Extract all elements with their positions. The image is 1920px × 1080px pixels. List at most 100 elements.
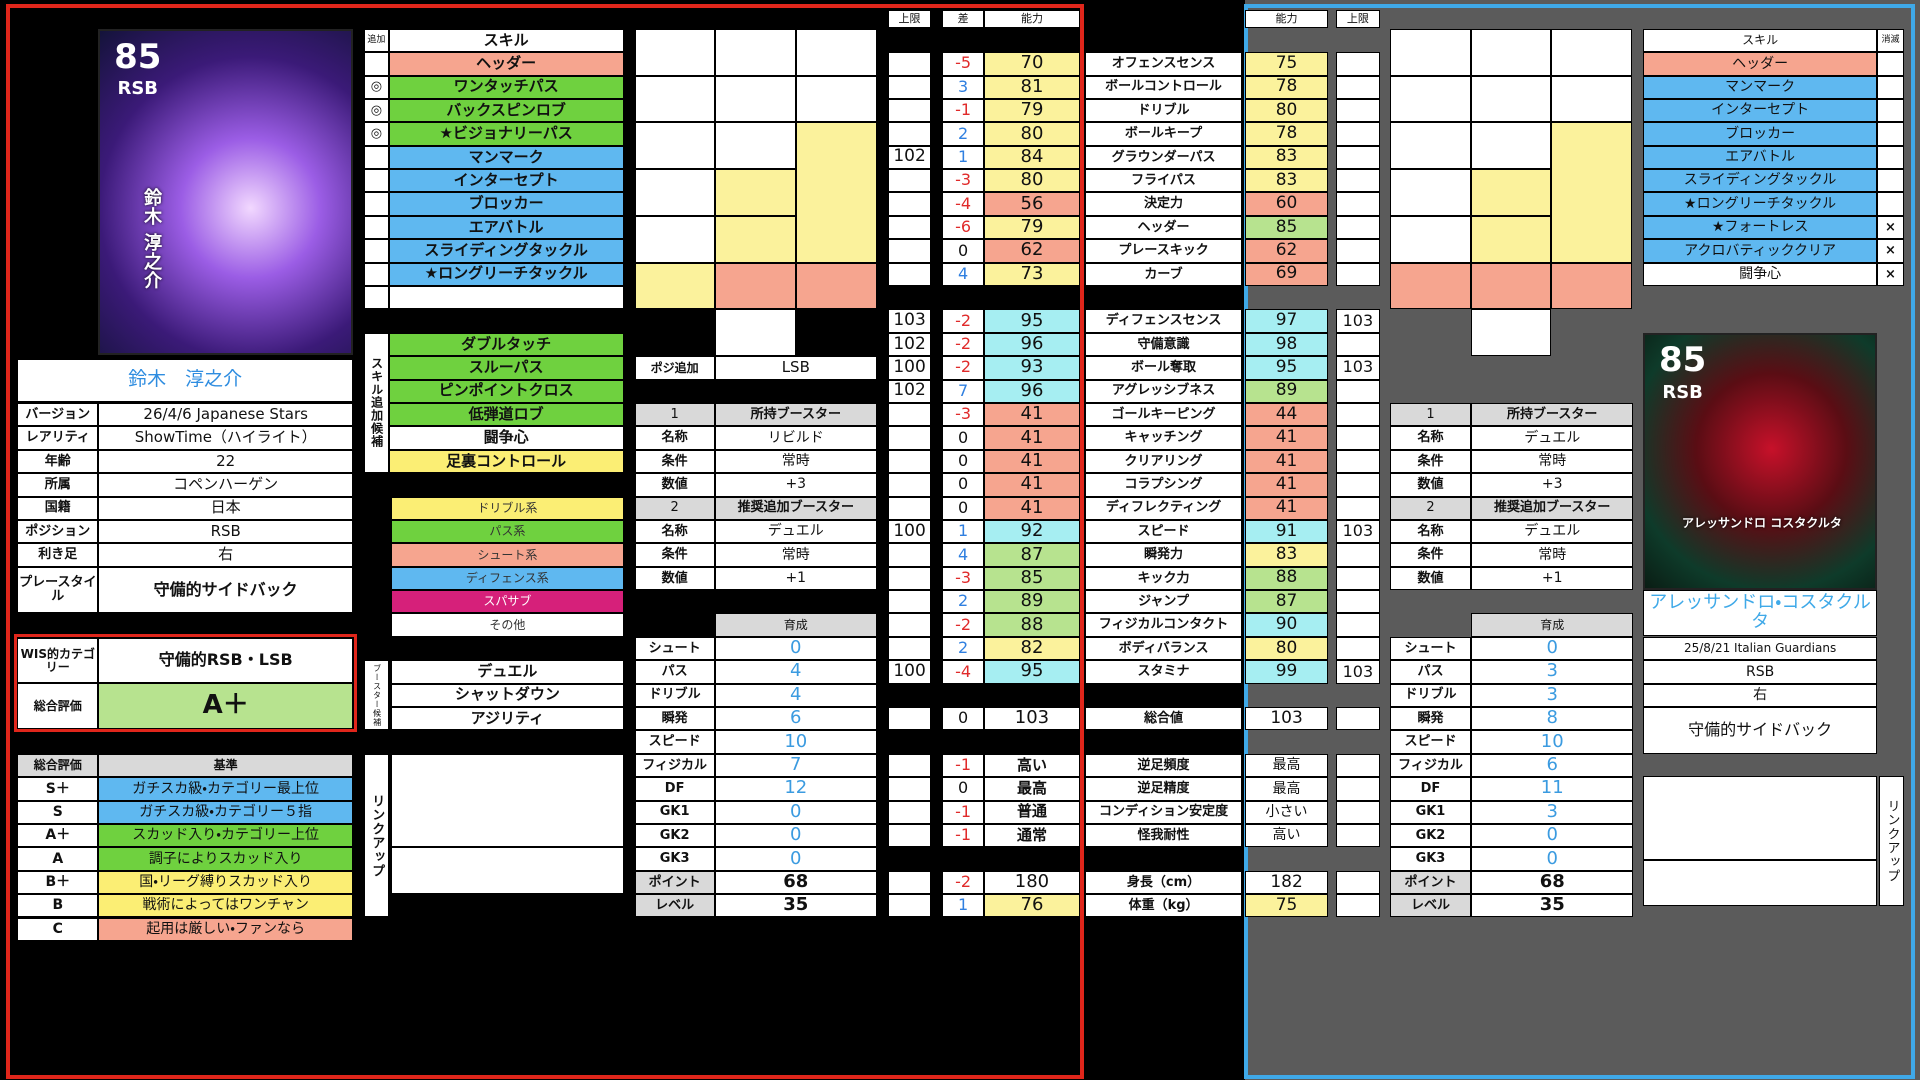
card-name: アレッサンドロ コスタクルタ	[1682, 516, 1842, 531]
rival-skill: アクロバティッククリア	[1643, 239, 1877, 263]
ability-right: 90	[1244, 613, 1329, 637]
info-label: 所属	[17, 473, 99, 497]
ability-left: 93	[983, 356, 1080, 380]
stat-name: ボールコントロール	[1084, 75, 1243, 99]
empty-cell	[1389, 122, 1471, 170]
rival-skill: ブロッカー	[1643, 122, 1877, 146]
rival-skill-lost	[1876, 192, 1904, 216]
skill-mark	[364, 52, 389, 76]
ability-right: 41	[1244, 496, 1329, 520]
training-label: ポイント	[634, 870, 715, 895]
ability-right: 83	[1244, 169, 1329, 193]
info-label: レアリティ	[17, 426, 99, 450]
card-position: RSB	[1662, 382, 1703, 403]
empty-cell	[1389, 169, 1471, 216]
cap	[888, 800, 932, 824]
empty-cell	[364, 286, 389, 310]
cap	[888, 590, 932, 614]
ability-right: 75	[1244, 894, 1329, 918]
info-value: 26/4/6 Japanese Stars	[98, 402, 353, 427]
ability-left: 180	[983, 870, 1080, 895]
ability-right: 41	[1244, 449, 1329, 474]
candidate-skill: 足裏コントロール	[388, 449, 624, 474]
stat-name: ディフレクティング	[1084, 496, 1243, 520]
info-label: プレースタイル	[17, 566, 99, 614]
empty-cell	[634, 122, 716, 170]
cap	[888, 239, 932, 263]
position-add-label: ポジ追加	[634, 356, 715, 380]
ability-right: 最高	[1244, 753, 1329, 778]
diff: 4	[942, 543, 984, 567]
diff: 0	[942, 777, 984, 801]
empty-cell	[715, 309, 797, 357]
ability-left: 89	[983, 590, 1080, 614]
ability-right: 62	[1244, 239, 1329, 263]
skill-name: ヘッダー	[388, 52, 624, 76]
training-value: 4	[714, 683, 877, 707]
empty-cell	[796, 75, 878, 123]
booster-label: 数値	[1389, 473, 1472, 497]
criteria-grade: A＋	[17, 823, 99, 848]
diff: 0	[942, 239, 984, 263]
column-header: 差	[942, 9, 984, 29]
info-value: ShowTime（ハイライト）	[98, 426, 353, 450]
diff: 3	[942, 75, 984, 99]
empty-cell	[715, 75, 797, 123]
cap	[888, 402, 932, 427]
cap-right	[1335, 449, 1381, 474]
ability-right: 88	[1244, 566, 1329, 591]
stat-name: プレースキック	[1084, 239, 1243, 263]
diff: -2	[942, 613, 984, 637]
ability-right: 95	[1244, 356, 1329, 380]
rival-skill-header: スキル	[1643, 28, 1877, 53]
cap-right	[1335, 239, 1381, 263]
ability-left: 79	[983, 98, 1080, 123]
skill-header: スキル	[388, 28, 624, 53]
ability-right: 78	[1244, 122, 1329, 146]
cap-right	[1335, 707, 1381, 731]
ability-right: 182	[1244, 870, 1329, 895]
stat-name: ディフェンスセンス	[1084, 309, 1243, 333]
info-label: ポジション	[17, 519, 99, 544]
ability-left: 73	[983, 262, 1080, 287]
criteria-grade: C	[17, 917, 99, 941]
ability-left: 95	[983, 309, 1080, 333]
cap	[888, 169, 932, 193]
training-label: スピード	[1389, 730, 1472, 754]
booster-title: 所持ブースター	[714, 402, 877, 427]
diff: 1	[942, 145, 984, 170]
empty-cell	[634, 215, 716, 263]
rival-position: RSB	[1643, 660, 1877, 684]
column-header: 能力	[1244, 9, 1329, 29]
ability-left: 96	[983, 332, 1080, 357]
ability-left: 103	[983, 707, 1080, 731]
deco-cell	[715, 169, 797, 216]
rival-skill: スライディングタックル	[1643, 169, 1877, 193]
empty-cell	[388, 286, 624, 310]
card-rating: 85	[114, 36, 162, 77]
training-value: 10	[1471, 730, 1634, 754]
linkup-label: リンクアップ	[364, 753, 389, 918]
training-value: 6	[714, 707, 877, 731]
booster-value: 常時	[714, 449, 877, 474]
training-value: 0	[714, 636, 877, 661]
booster-label: 数値	[634, 473, 715, 497]
cap: 102	[888, 145, 932, 170]
ability-right: 78	[1244, 75, 1329, 99]
training-label: フィジカル	[634, 753, 715, 778]
ability-right: 83	[1244, 543, 1329, 567]
booster-candidate: デュエル	[391, 660, 624, 684]
card-name: 鈴木 淳之介	[141, 187, 163, 290]
candidate-skill: スルーパス	[388, 356, 624, 380]
booster-title: 推奨追加ブースター	[714, 496, 877, 520]
ability-left: 88	[983, 613, 1080, 637]
rival-skill: エアバトル	[1643, 145, 1877, 170]
diff: -2	[942, 309, 984, 333]
criteria-basis: スカッド入り・カテゴリー上位	[98, 823, 353, 848]
candidates-label: スキル追加候補	[364, 332, 389, 474]
linkup-box	[391, 753, 624, 848]
candidate-skill: ピンポイントクロス	[388, 379, 624, 403]
ability-right: 80	[1244, 636, 1329, 661]
training-value: 8	[1471, 707, 1634, 731]
training-label: シュート	[634, 636, 715, 661]
